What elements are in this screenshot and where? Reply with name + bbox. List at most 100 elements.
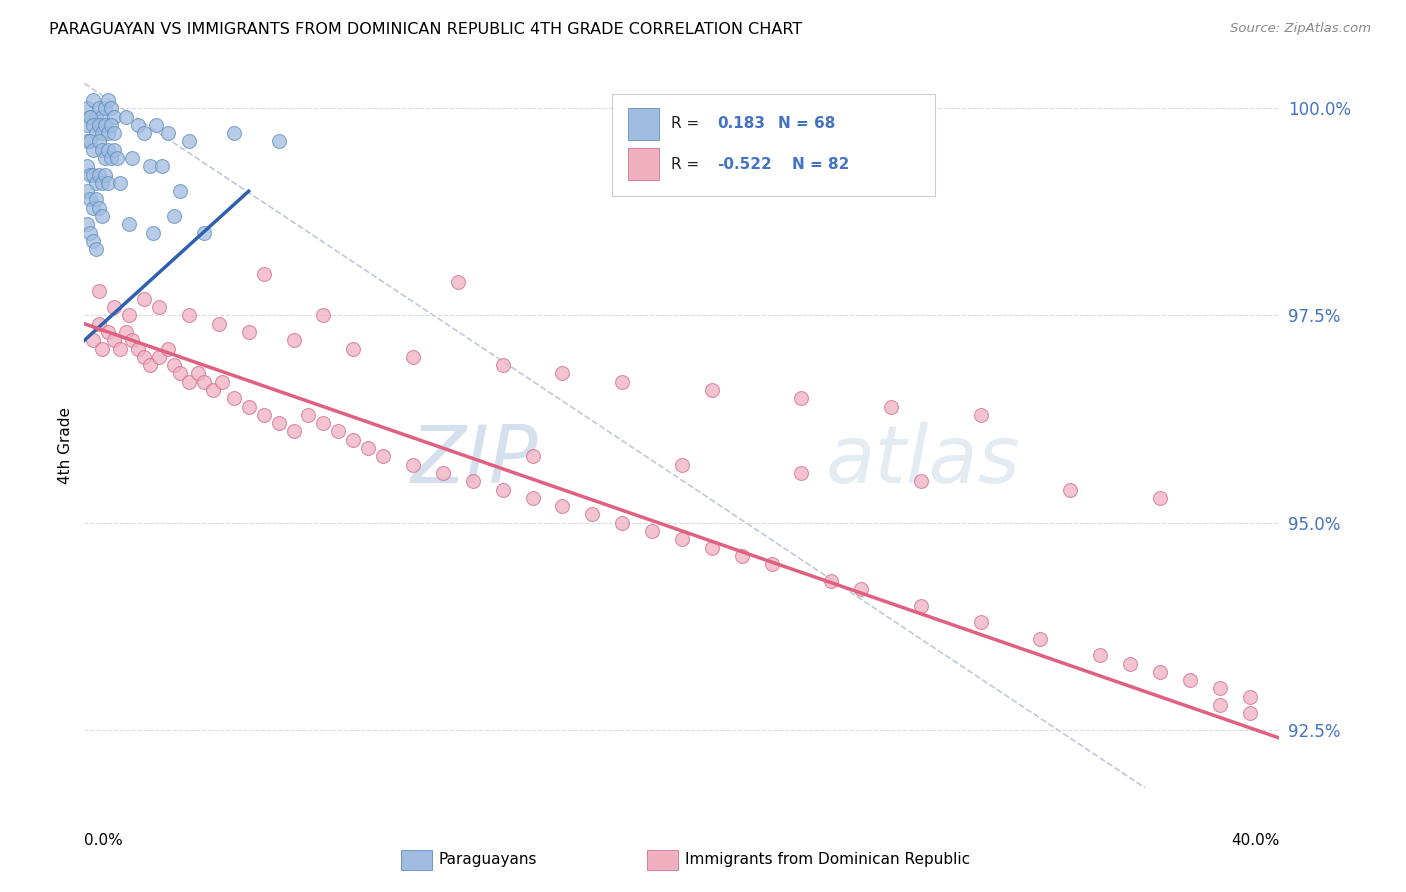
Point	[612, 375, 634, 389]
Point	[103, 300, 125, 314]
Text: 0.0%: 0.0%	[84, 833, 124, 848]
Point	[118, 309, 141, 323]
Point	[312, 309, 335, 323]
Text: 0.183: 0.183	[717, 117, 765, 131]
Point	[402, 350, 425, 364]
Point	[612, 516, 634, 530]
Point	[110, 176, 132, 190]
Point	[328, 425, 350, 439]
Point	[157, 126, 180, 140]
Point	[115, 325, 138, 339]
Point	[157, 342, 180, 356]
Point	[910, 599, 932, 613]
Text: Paraguayans: Paraguayans	[439, 853, 537, 867]
Text: Source: ZipAtlas.com: Source: ZipAtlas.com	[1230, 22, 1371, 36]
Point	[1090, 648, 1112, 663]
Point	[91, 209, 114, 223]
Point	[110, 342, 132, 356]
Point	[89, 168, 111, 182]
Point	[82, 143, 104, 157]
Point	[91, 143, 114, 157]
Point	[91, 176, 114, 190]
Point	[177, 375, 200, 389]
Point	[193, 375, 215, 389]
Point	[115, 110, 138, 124]
Point	[82, 93, 104, 107]
Text: N = 82: N = 82	[792, 157, 849, 171]
Point	[700, 383, 723, 397]
Point	[253, 408, 276, 422]
Point	[103, 334, 125, 348]
Point	[118, 218, 141, 232]
Point	[267, 416, 290, 430]
Point	[253, 267, 276, 281]
Point	[94, 118, 117, 132]
Point	[1119, 657, 1142, 671]
Point	[132, 350, 156, 364]
Point	[94, 168, 117, 182]
Point	[970, 615, 993, 629]
Point	[211, 375, 233, 389]
Y-axis label: 4th Grade: 4th Grade	[58, 408, 73, 484]
Point	[148, 300, 170, 314]
Text: R =: R =	[671, 157, 704, 171]
Point	[86, 110, 108, 124]
Point	[522, 491, 544, 505]
Text: ZIP: ZIP	[411, 422, 538, 500]
Point	[297, 408, 319, 422]
Point	[432, 466, 454, 480]
Point	[551, 499, 574, 513]
Point	[177, 135, 200, 149]
Point	[79, 110, 101, 124]
Point	[89, 284, 111, 298]
Text: N = 68: N = 68	[778, 117, 835, 131]
Point	[76, 118, 98, 132]
Point	[1029, 632, 1052, 646]
Point	[127, 118, 149, 132]
Point	[910, 474, 932, 488]
Point	[461, 474, 484, 488]
Point	[492, 483, 515, 497]
Point	[103, 143, 125, 157]
Point	[97, 325, 120, 339]
Point	[132, 126, 156, 140]
Point	[671, 458, 693, 472]
Point	[1209, 698, 1232, 712]
Point	[169, 184, 191, 198]
Point	[163, 209, 186, 223]
Point	[447, 276, 470, 290]
Point	[94, 151, 117, 165]
Point	[700, 541, 723, 555]
Point	[100, 118, 122, 132]
Point	[238, 400, 260, 414]
Text: -0.522: -0.522	[717, 157, 772, 171]
Point	[97, 176, 120, 190]
Point	[76, 135, 98, 149]
Point	[1239, 706, 1261, 721]
Point	[238, 325, 260, 339]
Point	[79, 193, 101, 207]
Point	[100, 151, 122, 165]
Point	[267, 135, 290, 149]
Text: Immigrants from Dominican Republic: Immigrants from Dominican Republic	[685, 853, 970, 867]
Point	[82, 118, 104, 132]
Point	[82, 201, 104, 215]
Point	[91, 126, 114, 140]
Point	[671, 533, 693, 547]
Text: 40.0%: 40.0%	[1232, 833, 1279, 848]
Point	[76, 184, 98, 198]
Point	[86, 176, 108, 190]
Point	[1149, 665, 1171, 679]
Point	[150, 159, 173, 173]
Point	[970, 408, 993, 422]
Point	[121, 334, 143, 348]
Point	[222, 392, 245, 406]
Point	[581, 508, 603, 522]
Point	[522, 450, 544, 464]
Point	[79, 110, 101, 124]
Point	[89, 201, 111, 215]
Point	[761, 557, 783, 571]
Point	[76, 218, 98, 232]
Point	[1149, 491, 1171, 505]
Point	[373, 450, 395, 464]
